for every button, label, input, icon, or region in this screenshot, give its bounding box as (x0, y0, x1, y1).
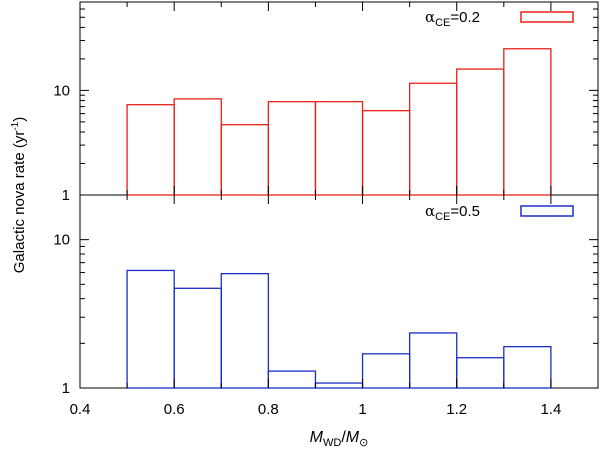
bottom-bar-3 (220, 272, 270, 389)
bottom-bar-9 (503, 345, 552, 389)
xtick-label: 1.2 (446, 401, 467, 418)
top-bar-2 (173, 98, 222, 196)
xtick-label: 1 (358, 401, 366, 418)
top-bar-5 (314, 101, 364, 196)
x-axis-label: MWD/M⊙ (310, 429, 369, 449)
bottom-bar-1 (126, 269, 175, 389)
top-bar-6 (361, 110, 411, 196)
axis-tick-labels: 1 10 1 10 0.4 0.6 0.8 1 1.2 1.4 (53, 82, 561, 418)
bottom-bar-8 (456, 357, 505, 389)
xtick-label: 0.8 (258, 401, 279, 418)
top-bar-7 (408, 82, 458, 196)
legend-top: αCE=0.2 (425, 8, 574, 29)
top-histogram-bars (126, 48, 552, 196)
top-bar-3 (220, 124, 270, 196)
y-axis-label: Galactic nova rate (yr-1) (10, 117, 28, 273)
top-bar-8 (456, 68, 505, 196)
xtick-label: 1.4 (540, 401, 561, 418)
top-ytick-label: 1 (62, 187, 70, 204)
legend-bottom: αCE=0.5 (425, 202, 574, 223)
bottom-ytick-label: 1 (62, 380, 70, 397)
top-ytick-label: 10 (53, 82, 70, 99)
axis-ticks (79, 2, 598, 389)
bottom-ytick-label: 10 (53, 232, 70, 249)
legend-top-label: αCE=0.2 (425, 8, 480, 29)
top-bar-9 (503, 48, 552, 196)
legend-bottom-label: αCE=0.5 (425, 202, 480, 223)
top-bar-1 (126, 104, 175, 196)
legend-bottom-swatch (520, 205, 574, 217)
bottom-panel-frame (79, 194, 599, 389)
xtick-label: 0.6 (164, 401, 185, 418)
xtick-label: 0.4 (70, 401, 91, 418)
bottom-bar-4 (267, 370, 317, 389)
legend-top-swatch (520, 11, 574, 23)
bottom-histogram-bars (126, 269, 552, 389)
top-bar-4 (267, 101, 317, 196)
bottom-bar-2 (173, 287, 222, 389)
top-panel-frame (79, 1, 599, 196)
bottom-bar-5 (314, 382, 364, 389)
bottom-bar-7 (408, 332, 458, 389)
bottom-bar-6 (361, 353, 411, 389)
